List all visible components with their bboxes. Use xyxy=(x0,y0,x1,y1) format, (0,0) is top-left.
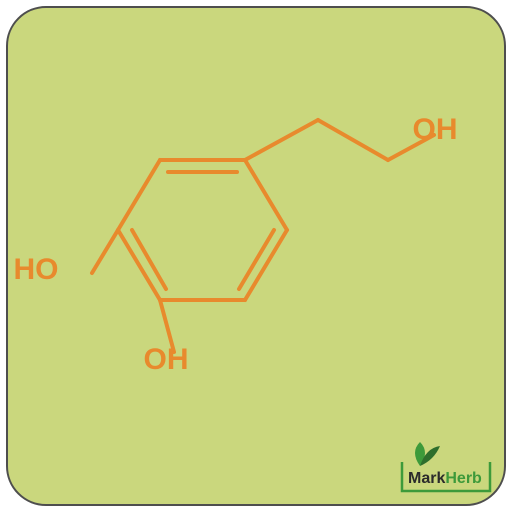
bond-ho-bond xyxy=(92,230,118,273)
label-oh-bottom: OH xyxy=(144,343,189,377)
logo-text-wrap: MarkHerb xyxy=(408,470,482,488)
brand-logo: MarkHerb xyxy=(398,442,494,494)
logo-text-primary: Mark xyxy=(408,470,445,487)
logo-text-secondary: Herb xyxy=(445,470,481,487)
bond-chain-2 xyxy=(318,120,388,160)
bond-chain-1 xyxy=(245,120,318,160)
label-ho-left: HO xyxy=(14,253,59,287)
bond-ring-top-right xyxy=(245,160,287,230)
bond-ring-top-left xyxy=(118,160,160,230)
chemical-structure xyxy=(0,0,512,512)
label-oh-top-right: OH xyxy=(413,113,458,147)
